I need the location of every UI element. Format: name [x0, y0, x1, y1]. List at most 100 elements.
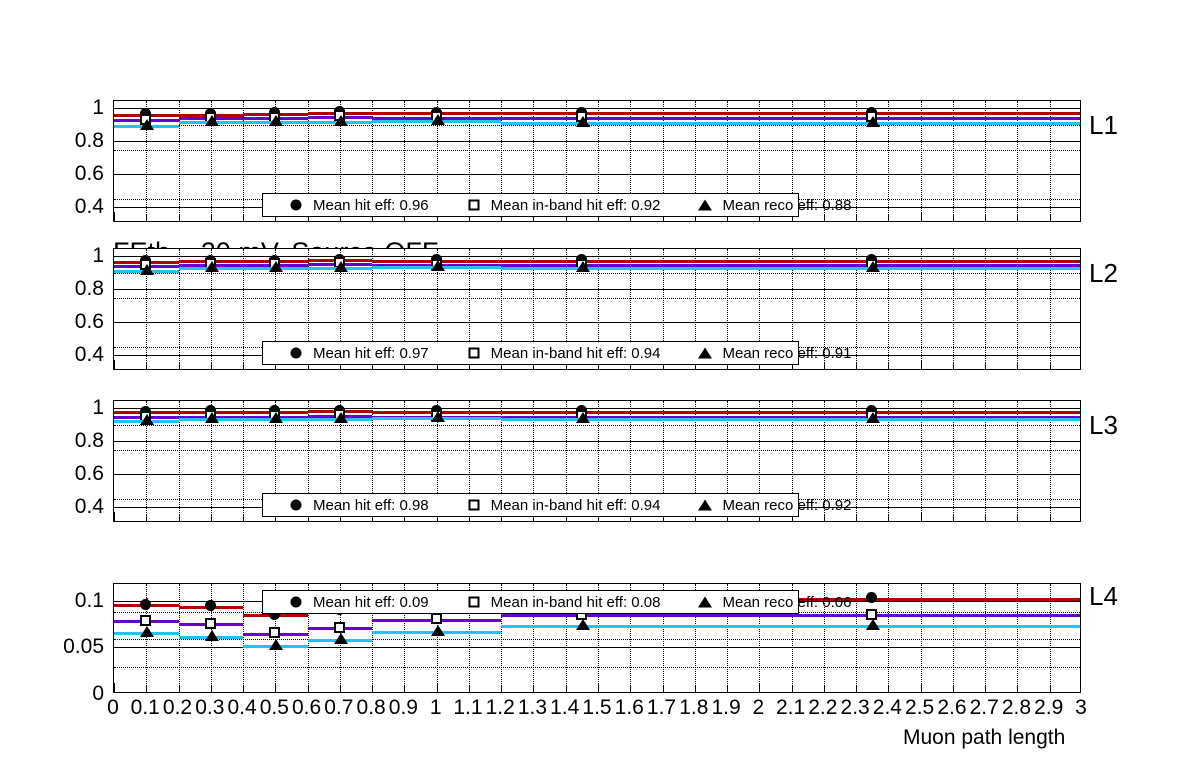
plot-panel-l2: Mean hit eff: 0.97 Mean in-band hit eff: …	[113, 248, 1081, 370]
legend-entry-reco: Mean reco eff: 0.91	[694, 345, 851, 362]
plot-panel-l3: Mean hit eff: 0.98 Mean in-band hit eff: …	[113, 400, 1081, 522]
grid-line-vertical	[146, 584, 148, 692]
grid-line-vertical	[243, 584, 245, 692]
y-axis-label: 1	[92, 95, 104, 119]
x-axis-tick	[210, 363, 212, 369]
x-axis-label: 1.8	[679, 696, 709, 719]
x-axis-label: 0.2	[162, 696, 193, 719]
legend-entry-hit: Mean hit eff: 0.98	[285, 497, 429, 514]
grid-line-horizontal-minor	[114, 273, 1080, 275]
panel-label-l2: L2	[1089, 258, 1118, 288]
legend-label-hit: Mean hit eff: 0.97	[313, 344, 429, 362]
legend-label-hit: Mean hit eff: 0.98	[313, 496, 429, 514]
grid-line-horizontal-minor	[114, 425, 1080, 427]
x-axis-tick	[888, 686, 890, 692]
grid-line-vertical	[598, 584, 599, 692]
y-axis-label: 1	[92, 395, 104, 419]
x-axis-tick	[694, 215, 696, 221]
grid-line-vertical	[920, 249, 922, 369]
grid-line-vertical	[1017, 249, 1019, 369]
grid-line-vertical	[243, 101, 245, 221]
y-axis-tick	[114, 600, 123, 602]
x-axis-tick	[501, 686, 503, 692]
x-axis-tick	[372, 515, 374, 521]
data-marker-triangle	[140, 626, 155, 637]
y-axis-tick	[114, 473, 123, 475]
x-axis-label: 0	[107, 696, 119, 719]
x-axis-label: 2	[752, 696, 765, 719]
legend-entry-reco: Mean reco eff: 0.88	[694, 197, 851, 214]
x-axis-tick	[243, 515, 245, 521]
data-marker-triangle	[430, 114, 445, 126]
x-axis-tick	[791, 363, 793, 369]
x-axis-tick	[501, 215, 503, 221]
grid-line-vertical	[791, 249, 793, 369]
grid-line-vertical	[630, 101, 632, 221]
legend-entry-hit: Mean hit eff: 0.09	[285, 594, 429, 611]
y-axis-tick	[114, 354, 123, 356]
legend-marker-triangle-icon	[694, 346, 716, 360]
grid-line-vertical	[630, 584, 632, 692]
grid-line-vertical	[404, 584, 406, 692]
grid-line-vertical	[533, 584, 535, 692]
grid-line-vertical	[694, 249, 696, 369]
grid-line-vertical	[823, 101, 825, 221]
grid-line-vertical	[307, 584, 309, 692]
x-axis-label: 1.4	[550, 696, 580, 719]
data-marker-triangle	[140, 414, 155, 426]
legend-entry-inband: Mean in-band hit eff: 0.08	[463, 593, 661, 611]
legend-label-inband: Mean in-band hit eff: 0.08	[490, 593, 661, 611]
legend-label-hit: Mean hit eff: 0.09	[313, 593, 429, 611]
grid-line-vertical	[920, 584, 922, 692]
y-axis-label: 0.4	[74, 194, 104, 218]
y-axis-label: 0.8	[74, 128, 104, 152]
legend-marker-circle-icon	[285, 498, 307, 512]
x-axis-label: 2.3	[840, 696, 870, 719]
legend-label-inband: Mean in-band hit eff: 0.94	[490, 344, 661, 362]
grid-line-vertical	[759, 584, 761, 692]
x-axis-label: 2.5	[905, 696, 935, 719]
data-marker-triangle	[269, 261, 284, 273]
data-marker-square	[333, 621, 345, 633]
grid-line-vertical	[888, 101, 890, 221]
grid-line-vertical	[1017, 401, 1019, 521]
legend-label-reco: Mean reco eff: 0.06	[722, 593, 852, 611]
x-axis-tick	[565, 686, 567, 692]
x-axis-label: 0.6	[291, 696, 322, 719]
data-marker-triangle	[866, 261, 881, 273]
data-marker-triangle	[866, 116, 881, 128]
x-axis-label: 2.2	[808, 696, 838, 719]
x-axis-tick	[178, 686, 180, 692]
legend-entry-reco: Mean reco eff: 0.06	[694, 594, 851, 611]
grid-line-vertical	[694, 101, 696, 221]
x-axis-tick	[243, 363, 245, 369]
legend-label-reco: Mean reco eff: 0.91	[722, 344, 852, 362]
grid-line-vertical	[339, 401, 341, 521]
y-axis-label: 0	[92, 682, 104, 705]
legend-label-inband: Mean in-band hit eff: 0.92	[490, 196, 661, 214]
x-axis-tick	[1017, 515, 1019, 521]
y-axis-tick	[114, 206, 123, 208]
x-axis-tick	[694, 515, 696, 521]
x-axis-tick	[823, 515, 825, 521]
x-axis-tick	[856, 215, 858, 221]
y-axis-label: 0.4	[74, 342, 104, 366]
x-axis-tick	[307, 686, 309, 692]
x-axis-tick	[759, 683, 761, 692]
grid-line-vertical	[404, 401, 406, 521]
x-axis-tick	[952, 686, 954, 692]
grid-line-vertical	[565, 101, 567, 221]
x-axis-tick	[856, 363, 858, 369]
data-marker-triangle	[575, 116, 590, 128]
x-axis-tick	[985, 363, 987, 369]
x-axis-tick	[533, 515, 535, 521]
legend-entry-reco: Mean reco eff: 0.92	[694, 497, 851, 514]
legend-entry-inband: Mean in-band hit eff: 0.94	[463, 497, 660, 514]
grid-line-vertical	[952, 584, 954, 692]
y-axis-tick	[114, 407, 123, 409]
x-axis-label: 1.6	[614, 696, 644, 719]
data-marker-triangle	[269, 412, 284, 424]
x-axis-tick	[533, 686, 535, 692]
x-axis-tick	[1049, 686, 1051, 692]
legend-entry-hit: Mean hit eff: 0.96	[285, 197, 429, 214]
